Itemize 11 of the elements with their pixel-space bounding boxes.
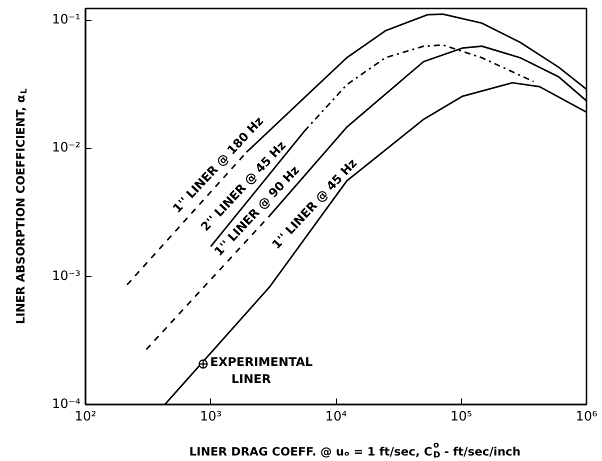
x-tick-label: 10⁵: [450, 410, 472, 424]
y-tick-label: 10⁻⁴: [52, 397, 81, 412]
y-axis-title: LINER ABSORPTION COEFFICIENT, αL: [14, 88, 30, 324]
x-tick-label: 10²: [74, 410, 96, 424]
series-label: EXPERIMENTAL LINER: [210, 355, 314, 386]
y-tick-label: 10⁻¹: [52, 12, 81, 28]
x-tick-label: 10⁶: [576, 410, 598, 424]
y-tick-label: 10⁻³: [52, 268, 81, 284]
x-tick-label: 10⁴: [325, 410, 347, 424]
y-tick-label: 10⁻²: [52, 140, 81, 156]
x-tick-label: 10³: [200, 410, 222, 424]
